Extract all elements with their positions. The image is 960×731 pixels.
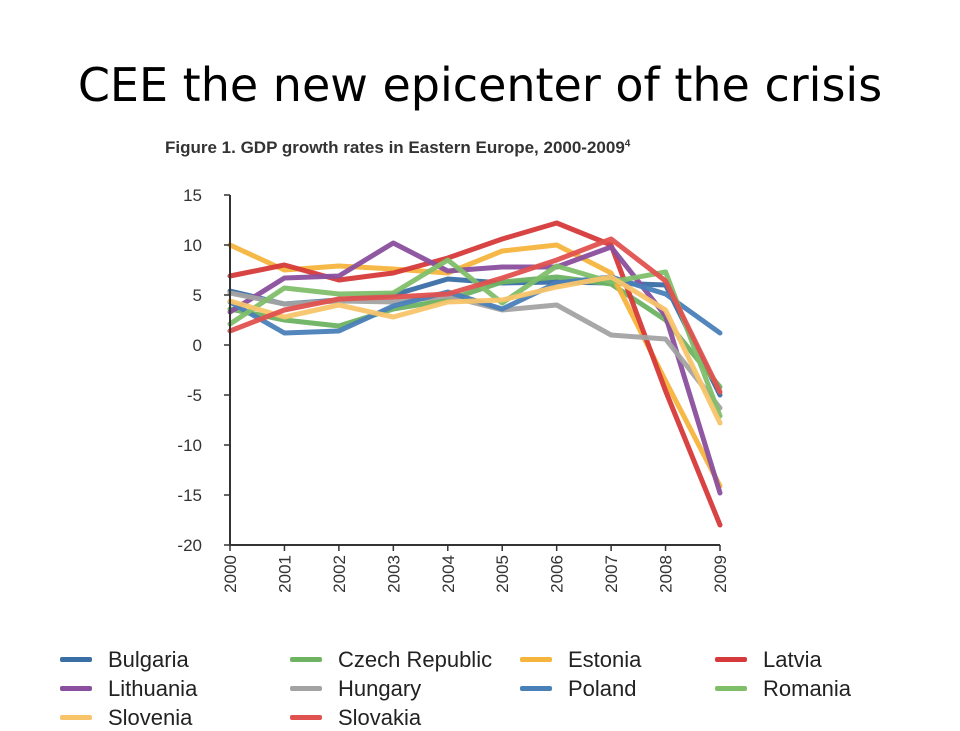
series-line-estonia	[227, 242, 723, 489]
legend-label: Latvia	[763, 646, 822, 672]
legend-item: Slovakia	[290, 704, 520, 731]
chart-legend: Bulgaria Czech Republic Estonia Latvia Lithu…	[60, 646, 940, 731]
legend-label: Bulgaria	[108, 646, 189, 672]
legend-swatch	[715, 657, 747, 662]
y-tick-label: 0	[193, 336, 202, 355]
legend-label: Slovakia	[338, 704, 422, 730]
legend-item: Slovenia	[60, 704, 290, 731]
legend-label: Estonia	[568, 646, 642, 672]
legend-swatch	[60, 657, 92, 662]
legend-label: Lithuania	[108, 675, 198, 701]
legend-swatch	[290, 686, 322, 691]
x-tick-label: 2003	[384, 555, 403, 593]
x-tick-label: 2009	[711, 555, 730, 593]
legend-swatch	[290, 715, 322, 720]
x-tick-label: 2001	[275, 555, 294, 593]
legend-label: Slovenia	[108, 704, 193, 730]
x-tick-label: 2000	[221, 555, 240, 593]
y-tick-label: 10	[183, 236, 202, 255]
legend-item: Czech Republic	[290, 646, 520, 673]
y-tick-label: -15	[177, 486, 202, 505]
series-line-slovakia	[227, 236, 723, 395]
y-tick-label: -5	[187, 386, 202, 405]
legend-item: Romania	[715, 675, 915, 702]
series-line-latvia	[227, 220, 723, 528]
legend-item: Bulgaria	[60, 646, 290, 673]
x-tick-label: 2005	[493, 555, 512, 593]
slide-title: CEE the new epicenter of the crisis	[77, 58, 883, 112]
series-line-lithuania	[227, 240, 723, 496]
figure-caption: Figure 1. GDP growth rates in Eastern Eu…	[165, 138, 630, 158]
figure-caption-footnote: 4	[624, 138, 631, 150]
series-line-czech-republic	[227, 274, 723, 390]
series-line-slovenia	[227, 274, 723, 426]
x-tick-label: 2007	[602, 555, 621, 593]
figure-caption-text: Figure 1. GDP growth rates in Eastern Eu…	[165, 138, 625, 157]
legend-item: Poland	[520, 675, 715, 702]
y-tick-label: 15	[183, 186, 202, 205]
series-layer	[227, 220, 723, 528]
legend-label: Romania	[763, 675, 852, 701]
x-tick-label: 2008	[657, 555, 676, 593]
y-tick-label: -10	[177, 436, 202, 455]
y-tick-label: 5	[193, 286, 202, 305]
x-tick-label: 2006	[548, 555, 567, 593]
series-line-romania	[227, 257, 723, 419]
legend-label: Hungary	[338, 675, 422, 701]
legend-item: Latvia	[715, 646, 915, 673]
legend-item: Hungary	[290, 675, 520, 702]
legend-item: Lithuania	[60, 675, 290, 702]
legend-swatch	[520, 686, 552, 691]
axes-layer: 15 10 5 0 -5 -10 -15 -20 2000 2001 2002 2003 2004 200…	[177, 186, 730, 593]
legend-label: Czech Republic	[338, 646, 493, 672]
y-tick-label: -20	[177, 536, 202, 555]
legend-swatch	[520, 657, 552, 662]
legend-swatch	[290, 657, 322, 662]
legend-item: Estonia	[520, 646, 715, 673]
legend-swatch	[60, 686, 92, 691]
legend-swatch	[60, 715, 92, 720]
x-tick-label: 2004	[439, 555, 458, 593]
legend-swatch	[715, 686, 747, 691]
x-tick-label: 2002	[330, 555, 349, 593]
legend-label: Poland	[568, 675, 637, 701]
